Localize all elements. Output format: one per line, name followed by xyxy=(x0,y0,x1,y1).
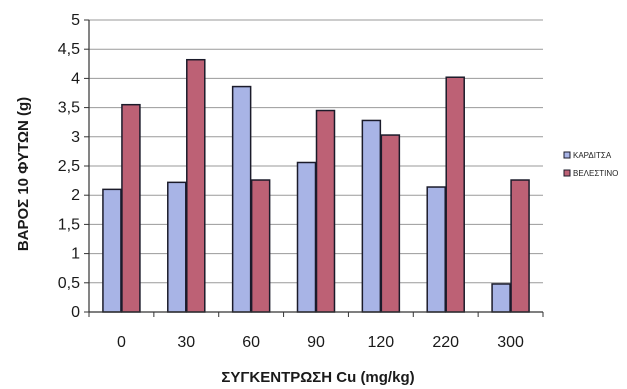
x-tick-label: 220 xyxy=(432,334,459,351)
y-tick-label: 1 xyxy=(71,246,80,263)
y-tick-label: 1,5 xyxy=(58,216,80,233)
y-tick-label: 3,5 xyxy=(58,100,80,117)
bar-velestino-90 xyxy=(315,109,336,313)
axes xyxy=(84,19,544,317)
y-tick-labels: 0 0,5 1 1,5 2 2,5 3 3,5 4 4,5 5 xyxy=(58,12,80,321)
y-tick-label: 0 xyxy=(71,304,80,321)
x-tick-label: 60 xyxy=(242,334,260,351)
y-tick-label: 2,5 xyxy=(58,158,80,175)
x-tick-label: 120 xyxy=(368,334,395,351)
y-tick-label: 0,5 xyxy=(58,275,80,292)
bar-velestino-0 xyxy=(121,103,141,313)
legend-swatch xyxy=(563,169,571,177)
bar-velestino-120 xyxy=(380,134,401,313)
bar-kardhitsa-220 xyxy=(426,186,446,313)
bar-kardhitsa-120 xyxy=(361,119,382,313)
bar-kardhitsa-30 xyxy=(167,181,187,313)
x-tick-label: 300 xyxy=(497,334,524,351)
legend: ΚΑΡΔΙΤΣΑ ΒΕΛΕΣΤΙΝΟ xyxy=(557,146,623,192)
y-tick-label: 4 xyxy=(71,70,80,87)
legend-swatch xyxy=(563,151,571,159)
x-tick-label: 30 xyxy=(177,334,195,351)
y-tick-label: 3 xyxy=(71,129,80,146)
x-tick-label: 0 xyxy=(117,334,126,351)
bar-kardhitsa-0 xyxy=(102,188,122,313)
x-axis-title: ΣΥΓΚΕΝΤΡΩΣΗ Cu (mg/kg) xyxy=(221,369,414,386)
bar-kardhitsa-60 xyxy=(231,85,252,313)
bar-velestino-220 xyxy=(445,76,465,313)
legend-label: ΚΑΡΔΙΤΣΑ xyxy=(573,151,612,160)
y-tick-label: 5 xyxy=(71,12,80,29)
y-tick-label: 2 xyxy=(71,187,80,204)
legend-label: ΒΕΛΕΣΤΙΝΟ xyxy=(573,169,618,178)
bar-kardhitsa-90 xyxy=(296,161,317,313)
y-axis-title: ΒΑΡΟΣ 10 ΦΥΤΩΝ (g) xyxy=(15,97,32,251)
bars xyxy=(102,58,530,313)
bar-velestino-60 xyxy=(250,179,271,313)
y-tick-label: 4,5 xyxy=(58,41,80,58)
bar-kardhitsa-300 xyxy=(491,283,511,313)
x-tick-labels: 0 30 60 90 120 220 300 xyxy=(117,334,524,351)
x-tick-label: 90 xyxy=(307,334,325,351)
bar-velestino-30 xyxy=(186,58,206,313)
bar-velestino-300 xyxy=(510,179,530,313)
